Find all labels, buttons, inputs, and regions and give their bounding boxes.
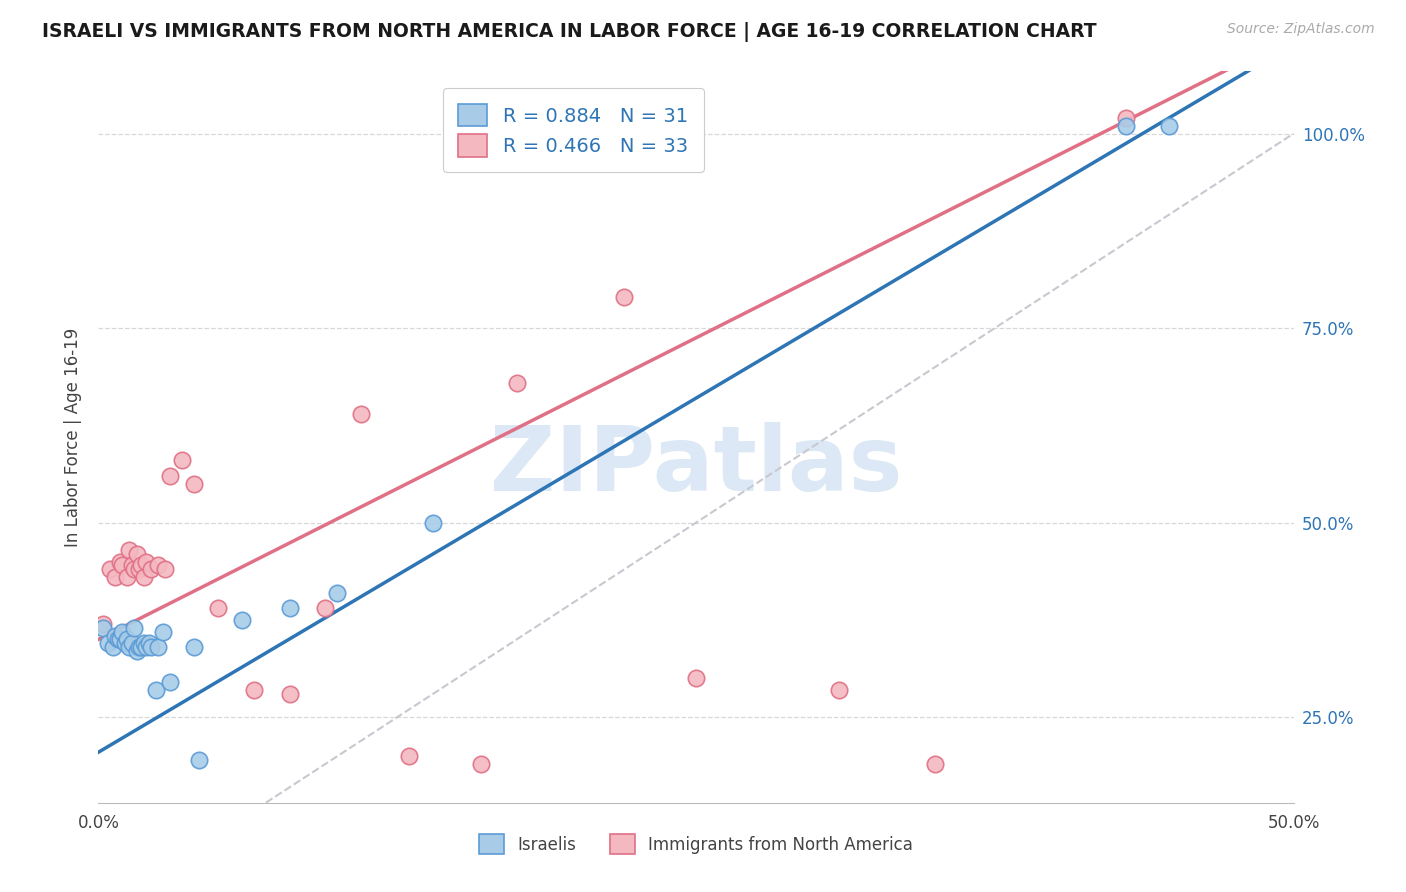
Point — [470, 756, 492, 771]
Point — [118, 542, 141, 557]
Point — [155, 562, 177, 576]
Point — [139, 640, 162, 655]
Point — [104, 628, 127, 642]
Point — [135, 640, 157, 655]
Point — [231, 613, 253, 627]
Text: ISRAELI VS IMMIGRANTS FROM NORTH AMERICA IN LABOR FORCE | AGE 16-19 CORRELATION : ISRAELI VS IMMIGRANTS FROM NORTH AMERICA… — [42, 22, 1097, 42]
Point — [207, 601, 229, 615]
Point — [132, 570, 155, 584]
Point — [131, 558, 153, 573]
Point — [115, 632, 138, 647]
Point — [118, 640, 141, 655]
Point — [145, 683, 167, 698]
Point — [1159, 119, 1181, 133]
Point — [128, 640, 150, 655]
Point — [326, 585, 349, 599]
Point — [613, 290, 636, 304]
Point — [148, 558, 170, 573]
Point — [187, 753, 209, 767]
Point — [278, 687, 301, 701]
Text: ZIPatlas: ZIPatlas — [489, 422, 903, 510]
Point — [139, 562, 162, 576]
Point — [172, 453, 194, 467]
Point — [1115, 111, 1137, 125]
Point — [108, 555, 131, 569]
Point — [121, 558, 143, 573]
Point — [115, 570, 138, 584]
Point — [685, 671, 707, 685]
Point — [131, 640, 153, 655]
Point — [104, 570, 127, 584]
Point — [278, 601, 301, 615]
Legend: Israelis, Immigrants from North America: Israelis, Immigrants from North America — [472, 828, 920, 860]
Point — [124, 621, 146, 635]
Point — [101, 640, 124, 655]
Point — [924, 756, 946, 771]
Point — [97, 636, 120, 650]
Point — [111, 558, 134, 573]
Point — [125, 644, 148, 658]
Point — [148, 640, 170, 655]
Point — [152, 624, 174, 639]
Point — [350, 407, 373, 421]
Point — [125, 547, 148, 561]
Point — [91, 621, 114, 635]
Point — [107, 632, 129, 647]
Point — [121, 636, 143, 650]
Point — [159, 675, 181, 690]
Point — [128, 562, 150, 576]
Point — [108, 632, 131, 647]
Point — [315, 601, 337, 615]
Point — [828, 683, 851, 698]
Point — [114, 636, 136, 650]
Text: Source: ZipAtlas.com: Source: ZipAtlas.com — [1227, 22, 1375, 37]
Point — [91, 616, 114, 631]
Point — [124, 562, 146, 576]
Point — [1115, 119, 1137, 133]
Point — [183, 640, 205, 655]
Point — [243, 683, 266, 698]
Point — [159, 469, 181, 483]
Point — [135, 555, 157, 569]
Point — [98, 562, 122, 576]
Point — [422, 516, 444, 530]
Point — [398, 749, 420, 764]
Point — [506, 376, 529, 390]
Point — [183, 476, 205, 491]
Y-axis label: In Labor Force | Age 16-19: In Labor Force | Age 16-19 — [63, 327, 82, 547]
Point — [132, 636, 155, 650]
Point — [111, 624, 134, 639]
Point — [138, 636, 160, 650]
